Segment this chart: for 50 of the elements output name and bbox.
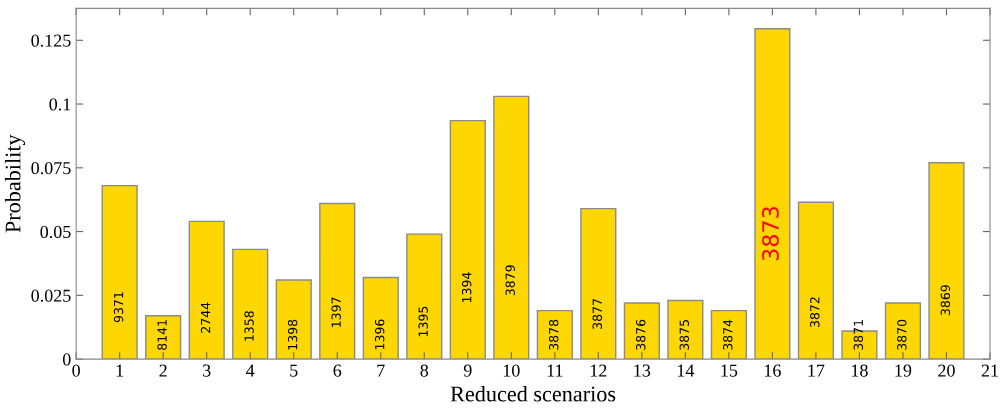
x-tick-label: 14 (677, 364, 695, 377)
annotation: 3870 (897, 319, 907, 350)
x-tick-label: 5 (290, 364, 298, 377)
annotation: 3875 (679, 320, 689, 350)
x-tick-label: 15 (721, 364, 738, 377)
annotation: 3873 (762, 207, 779, 261)
x-tick-label: 20 (938, 364, 955, 377)
x-axis-title: Reduced scenarios (450, 385, 616, 402)
annotation: 8141 (157, 320, 167, 350)
annotation: 1396 (374, 319, 385, 350)
x-tick-label: 0 (72, 364, 80, 377)
annotation: 3879 (505, 265, 515, 296)
x-tick-label: 19 (895, 364, 912, 377)
x-tick-label: 17 (808, 364, 825, 377)
y-tick-label: 0.075 (31, 162, 71, 175)
annotation: 1358 (244, 311, 254, 341)
x-tick-label: 9 (463, 364, 472, 377)
x-tick-label: 21 (981, 364, 998, 377)
y-axis-title: Probability (4, 134, 26, 233)
y-tick-label: 0.05 (40, 225, 71, 239)
y-tick-label: 0.1 (49, 98, 71, 111)
annotation: 3872 (810, 297, 820, 327)
annotation: 2744 (200, 302, 211, 333)
x-tick-label: 13 (634, 364, 651, 377)
annotation: 3874 (723, 319, 733, 350)
annotation: 3876 (636, 319, 646, 350)
x-tick-label: 8 (420, 364, 429, 377)
annotation: 1398 (287, 319, 298, 350)
annotation: 9371 (113, 292, 124, 323)
x-tick-label: 18 (851, 364, 868, 377)
x-tick-label: 7 (377, 364, 385, 377)
annotation: 1397 (331, 297, 341, 327)
annotation: 1395 (418, 306, 428, 337)
y-tick-label: 0.025 (31, 289, 71, 302)
x-tick-label: 1 (116, 364, 124, 377)
x-tick-label: 6 (333, 364, 342, 377)
annotation: 3869 (940, 285, 951, 316)
x-tick-label: 10 (503, 364, 520, 377)
x-tick-label: 2 (159, 364, 167, 377)
annotation: 1394 (461, 272, 472, 303)
y-tick-label: 0.125 (31, 34, 71, 47)
y-tick-label: 0 (62, 353, 71, 366)
x-tick-label: 4 (246, 364, 255, 377)
x-tick-label: 11 (547, 364, 563, 377)
annotation: 3877 (592, 299, 602, 329)
annotation: 3878 (548, 319, 559, 350)
x-tick-label: 3 (203, 364, 211, 377)
annotation: 3871 (853, 320, 864, 350)
x-tick-label: 12 (590, 364, 607, 377)
x-tick-label: 16 (764, 364, 781, 377)
